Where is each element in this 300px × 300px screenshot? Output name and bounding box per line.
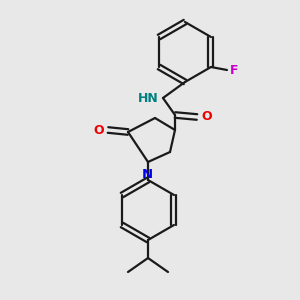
Text: O: O (201, 110, 211, 124)
Text: O: O (93, 124, 104, 136)
Text: HN: HN (138, 92, 159, 104)
Text: F: F (230, 64, 238, 76)
Text: N: N (141, 168, 153, 181)
